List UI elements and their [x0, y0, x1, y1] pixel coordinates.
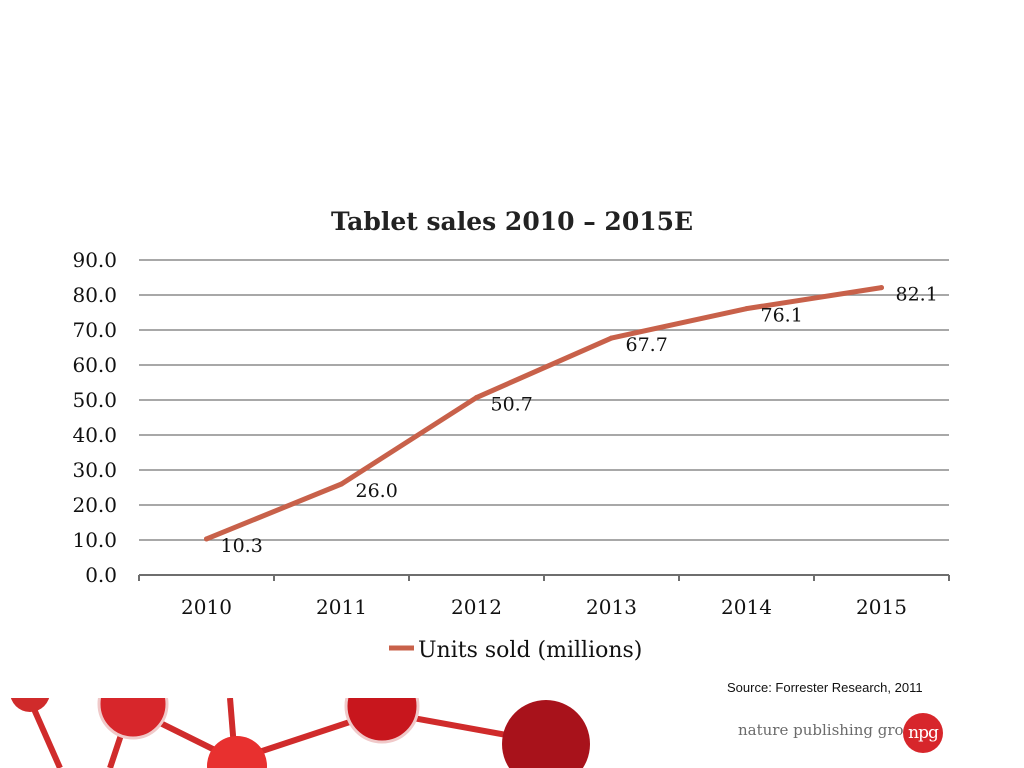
y-tick-label: 90.0	[72, 248, 117, 272]
line-chart: Tablet sales 2010 – 2015E 0.0 10.0 20.0 30.…	[72, 207, 950, 663]
y-tick-label: 20.0	[72, 493, 117, 517]
data-point	[744, 306, 749, 312]
legend-label: Units sold (millions)	[418, 638, 642, 663]
y-tick-label: 60.0	[72, 353, 117, 377]
data-point	[204, 536, 209, 542]
npg-logo: npg	[903, 713, 943, 753]
x-tick-label: 2014	[721, 595, 772, 619]
data-point	[609, 335, 614, 341]
y-tick-label: 80.0	[72, 283, 117, 307]
series-line	[204, 285, 884, 542]
data-label: 67.7	[626, 334, 668, 356]
data-point	[474, 395, 479, 401]
chart-title: Tablet sales 2010 – 2015E	[331, 207, 693, 236]
molecule-decoration	[10, 698, 590, 768]
publisher-name: nature publishing group	[738, 721, 923, 739]
y-tick-label: 30.0	[72, 458, 117, 482]
data-label: 10.3	[221, 535, 263, 557]
y-tick-label: 0.0	[85, 563, 117, 587]
data-label: 76.1	[761, 305, 803, 327]
y-tick-label: 70.0	[72, 318, 117, 342]
x-tick-label: 2015	[856, 595, 907, 619]
data-point	[339, 481, 344, 487]
x-tick-label: 2011	[316, 595, 367, 619]
data-point	[879, 285, 884, 291]
y-tick-label: 10.0	[72, 528, 117, 552]
y-tick-label: 40.0	[72, 423, 117, 447]
data-label: 50.7	[491, 394, 533, 416]
x-tick-label: 2010	[181, 595, 232, 619]
x-tick-label: 2012	[451, 595, 502, 619]
x-tick-label: 2013	[586, 595, 637, 619]
y-tick-label: 50.0	[72, 388, 117, 412]
data-label: 26.0	[356, 480, 398, 502]
data-label: 82.1	[896, 284, 938, 306]
source-note: Source: Forrester Research, 2011	[727, 680, 923, 695]
